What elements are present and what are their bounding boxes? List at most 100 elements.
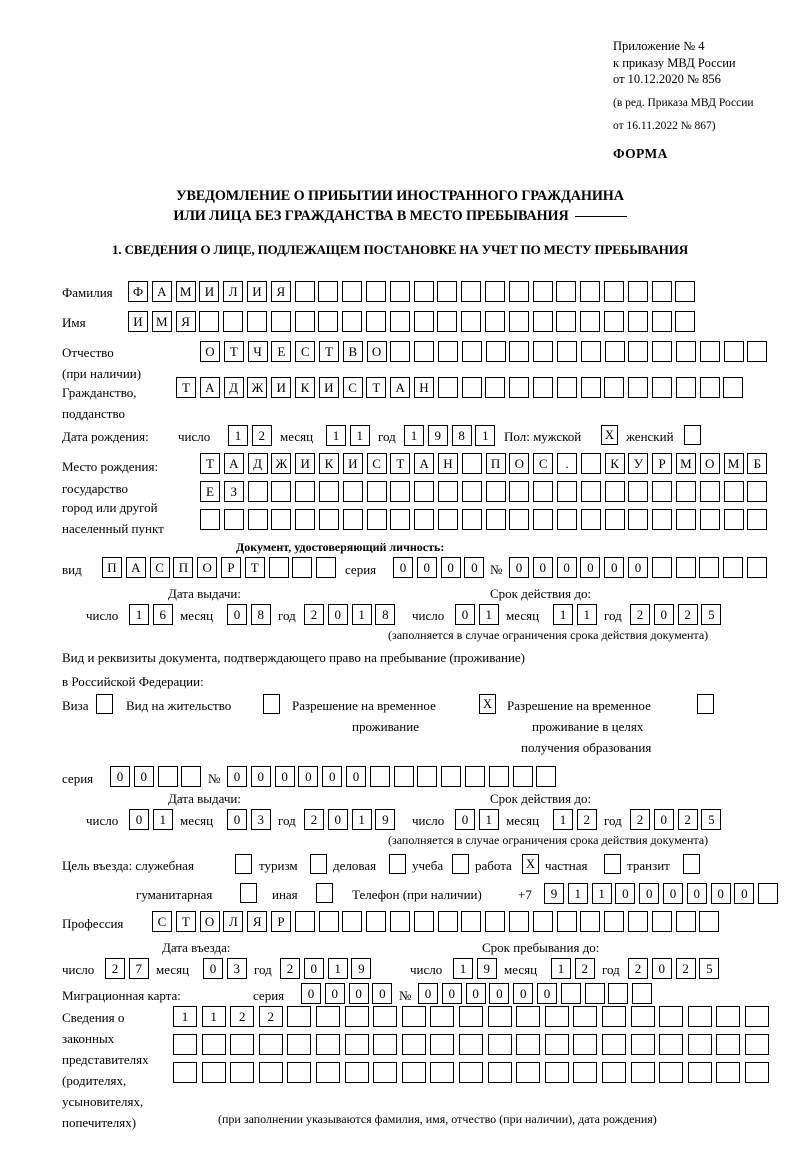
char-cell[interactable]: С [149, 557, 170, 578]
purpose-tourism-checkbox[interactable] [310, 854, 327, 874]
char-cell[interactable] [716, 1062, 741, 1083]
char-cell[interactable]: Д [223, 377, 244, 398]
title-blank-rule[interactable] [574, 216, 627, 217]
char-cell[interactable] [344, 1062, 369, 1083]
char-cell[interactable]: И [271, 377, 292, 398]
char-cell[interactable]: 0 [298, 766, 319, 787]
char-cell[interactable]: И [318, 377, 339, 398]
char-cell[interactable]: С [342, 377, 363, 398]
char-cell[interactable] [287, 1034, 312, 1055]
char-cell[interactable] [401, 1006, 426, 1027]
char-cell[interactable] [699, 911, 720, 932]
char-cell[interactable] [580, 311, 601, 332]
char-cell[interactable]: Р [270, 911, 291, 932]
char-cell[interactable] [560, 983, 581, 1004]
char-cell[interactable]: Ж [247, 377, 268, 398]
char-cell[interactable] [201, 1034, 226, 1055]
char-cell[interactable] [461, 341, 482, 362]
char-cell[interactable] [414, 509, 435, 530]
char-cell[interactable]: Т [244, 557, 265, 578]
char-cell[interactable]: Д [247, 453, 268, 474]
char-cell[interactable] [342, 509, 363, 530]
char-cell[interactable]: О [197, 557, 218, 578]
char-cell[interactable] [716, 1034, 741, 1055]
char-cell[interactable] [532, 377, 553, 398]
char-cell[interactable]: 0 [513, 983, 534, 1004]
char-cell[interactable]: С [533, 453, 554, 474]
char-cell[interactable]: 9 [476, 958, 497, 979]
char-cell[interactable]: И [199, 281, 220, 302]
char-cell[interactable] [651, 377, 672, 398]
char-cell[interactable] [485, 911, 506, 932]
char-cell[interactable] [437, 311, 458, 332]
sex-female-checkbox[interactable] [684, 425, 701, 445]
char-cell[interactable] [723, 509, 744, 530]
char-cell[interactable] [723, 557, 744, 578]
char-cell[interactable]: 3 [250, 809, 271, 830]
char-cell[interactable] [458, 1006, 483, 1027]
char-cell[interactable] [544, 1062, 569, 1083]
char-cell[interactable]: 2 [304, 809, 324, 830]
char-cell[interactable] [173, 1034, 197, 1055]
char-cell[interactable] [461, 377, 482, 398]
char-cell[interactable] [485, 481, 506, 502]
char-cell[interactable] [318, 911, 339, 932]
char-cell[interactable]: 7 [128, 958, 149, 979]
char-cell[interactable]: 0 [532, 557, 553, 578]
char-cell[interactable]: 0 [129, 809, 149, 830]
char-cell[interactable] [295, 509, 316, 530]
char-cell[interactable]: 9 [375, 809, 396, 830]
char-cell[interactable]: 2 [574, 958, 595, 979]
char-cell[interactable]: 1 [553, 809, 573, 830]
char-cell[interactable] [342, 281, 363, 302]
char-cell[interactable] [687, 1006, 712, 1027]
char-cell[interactable] [604, 481, 625, 502]
char-cell[interactable]: 0 [686, 883, 707, 904]
char-cell[interactable] [458, 1062, 483, 1083]
char-cell[interactable] [230, 1034, 255, 1055]
char-cell[interactable] [485, 377, 506, 398]
char-cell[interactable] [485, 341, 506, 362]
char-cell[interactable] [580, 911, 601, 932]
char-cell[interactable]: 0 [440, 557, 461, 578]
char-cell[interactable]: 0 [734, 883, 755, 904]
purpose-transit-checkbox[interactable] [683, 854, 700, 874]
char-cell[interactable] [580, 341, 601, 362]
char-cell[interactable] [437, 911, 458, 932]
char-cell[interactable]: 9 [427, 425, 448, 446]
char-cell[interactable] [488, 766, 509, 787]
char-cell[interactable] [342, 311, 363, 332]
char-cell[interactable]: 0 [301, 983, 321, 1004]
char-cell[interactable] [508, 281, 529, 302]
char-cell[interactable] [295, 481, 316, 502]
char-cell[interactable] [484, 311, 505, 332]
char-cell[interactable] [628, 341, 649, 362]
char-cell[interactable]: 0 [393, 557, 413, 578]
char-cell[interactable] [157, 766, 178, 787]
char-cell[interactable]: 0 [509, 557, 529, 578]
char-cell[interactable]: 0 [627, 557, 648, 578]
char-cell[interactable] [627, 911, 648, 932]
char-cell[interactable] [487, 1006, 512, 1027]
birth-place-row-3[interactable] [200, 509, 768, 530]
char-cell[interactable]: П [102, 557, 122, 578]
char-cell[interactable]: 1 [576, 604, 597, 625]
char-cell[interactable]: 1 [478, 604, 499, 625]
char-cell[interactable] [608, 983, 629, 1004]
char-cell[interactable] [369, 766, 390, 787]
char-cell[interactable] [556, 281, 577, 302]
char-cell[interactable]: 8 [250, 604, 271, 625]
char-cell[interactable] [508, 311, 529, 332]
char-cell[interactable] [437, 341, 458, 362]
char-cell[interactable]: П [173, 557, 194, 578]
purpose-private-checkbox[interactable] [604, 854, 621, 874]
char-cell[interactable]: К [604, 453, 625, 474]
